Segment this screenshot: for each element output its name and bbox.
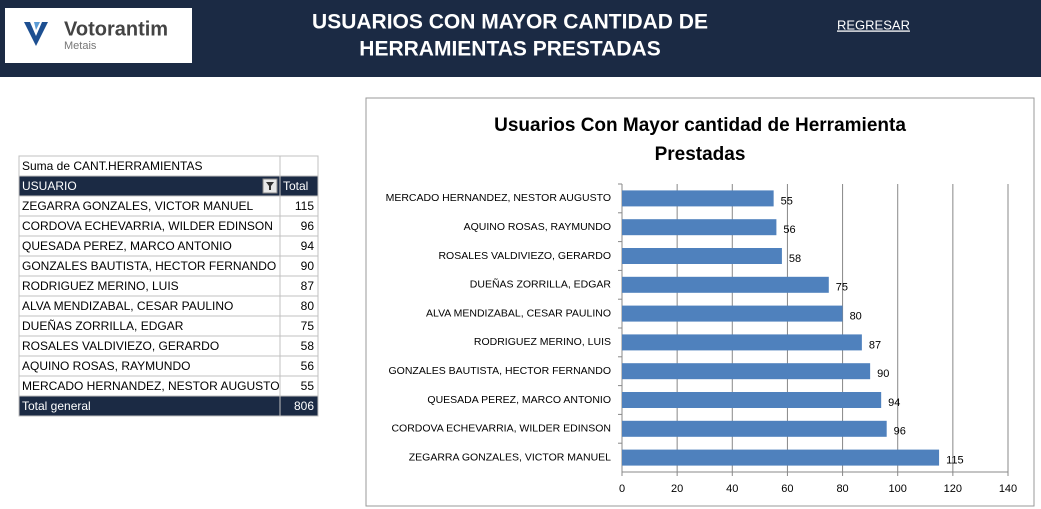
y-tick-label: DUEÑAS ZORRILLA, EDGAR	[470, 278, 612, 291]
data-label: 115	[946, 455, 964, 467]
bar	[622, 219, 777, 236]
bar	[622, 449, 940, 466]
table-row-value: 55	[301, 379, 315, 393]
x-tick-label: 100	[889, 483, 907, 495]
chart-title: Usuarios Con Mayor cantidad de Herramien…	[494, 115, 906, 136]
table-row-value: 56	[301, 359, 315, 373]
logo-sub: Metais	[64, 40, 97, 52]
y-tick-label: ZEGARRA GONZALES, VICTOR MANUEL	[409, 451, 611, 463]
chart: 0 20 40 60 80 100 120 140 MERCADO HERNANDEZ, NES…	[386, 183, 1017, 495]
y-tick-label: MERCADO HERNANDEZ, NESTOR AUGUSTO	[386, 192, 611, 204]
total-row-label: Total general	[22, 399, 91, 413]
data-label: 75	[836, 282, 848, 294]
column-header-label: USUARIO	[22, 179, 77, 193]
caption-label: Suma de CANT.HERRAMIENTAS	[22, 159, 203, 173]
bar	[622, 190, 774, 207]
data-label: 87	[869, 339, 881, 351]
chart-title: Prestadas	[655, 144, 746, 165]
table-row-label: GONZALES BAUTISTA, HECTOR FERNANDO	[22, 259, 276, 273]
table-row-label: AQUINO ROSAS, RAYMUNDO	[22, 359, 190, 373]
bar	[622, 276, 829, 293]
page-title: HERRAMIENTAS PRESTADAS	[359, 38, 660, 61]
page-title: USUARIOS CON MAYOR CANTIDAD DE	[312, 11, 708, 34]
table-row-label: CORDOVA ECHEVARRIA, WILDER EDINSON	[22, 219, 273, 233]
table-row-value: 90	[301, 259, 315, 273]
total-row-cell	[279, 395, 319, 417]
back-link[interactable]: REGRESAR	[837, 17, 910, 32]
table-row-value: 87	[301, 279, 315, 293]
logo-icon-accent	[34, 22, 40, 30]
x-tick-label: 140	[999, 483, 1017, 495]
data-label: 94	[888, 397, 900, 409]
bar	[622, 363, 871, 380]
table-row-label: ALVA MENDIZABAL, CESAR PAULINO	[22, 299, 233, 313]
x-tick-label: 60	[781, 483, 793, 495]
x-tick-label: 0	[619, 483, 625, 495]
table-row-value: 96	[301, 219, 315, 233]
table-row-label: DUEÑAS ZORRILLA, EDGAR	[22, 319, 184, 333]
data-label: 90	[877, 368, 889, 380]
data-label: 96	[894, 426, 906, 438]
logo-name: Votorantim	[64, 18, 168, 40]
data-label: 58	[789, 253, 801, 265]
bar	[622, 334, 862, 351]
table-row-label: ZEGARRA GONZALES, VICTOR MANUEL	[22, 199, 253, 213]
chart-frame	[365, 97, 1035, 507]
filter-icon-glyph	[266, 182, 274, 190]
y-tick-label: ALVA MENDIZABAL, CESAR PAULINO	[426, 307, 611, 319]
y-tick-label: ROSALES VALDIVIEZO, GERARDO	[438, 250, 611, 262]
y-tick-label: GONZALES BAUTISTA, HECTOR FERNANDO	[389, 365, 611, 377]
y-tick-label: QUESADA PEREZ, MARCO ANTONIO	[427, 394, 611, 406]
x-tick-label: 20	[671, 483, 683, 495]
table-row-value: 58	[301, 339, 315, 353]
table-row-value: 75	[301, 319, 315, 333]
table-row-label: QUESADA PEREZ, MARCO ANTONIO	[22, 239, 232, 253]
x-tick-label: 120	[944, 483, 962, 495]
caption-cell	[279, 155, 319, 177]
table-row-value: 80	[301, 299, 315, 313]
pivot-table: Suma de CANT.HERRAMIENTAS USUARIO Total ZEG…	[18, 155, 319, 417]
x-tick-label: 40	[726, 483, 738, 495]
x-tick-label: 80	[836, 483, 848, 495]
table-row-label: RODRIGUEZ MERINO, LUIS	[22, 279, 179, 293]
table-row-label: MERCADO HERNANDEZ, NESTOR AUGUSTO	[22, 379, 280, 393]
column-header-value: Total	[283, 179, 308, 193]
y-tick-label: CORDOVA ECHEVARRIA, WILDER EDINSON	[391, 423, 611, 435]
bar	[622, 305, 843, 322]
total-row-value: 806	[294, 399, 314, 413]
data-label: 55	[781, 195, 793, 207]
table-row-value: 94	[301, 239, 315, 253]
bar	[622, 392, 882, 408]
data-label: 56	[783, 224, 795, 236]
bar	[622, 248, 782, 264]
data-label: 80	[850, 311, 862, 323]
logo-box	[5, 8, 192, 63]
y-tick-label: RODRIGUEZ MERINO, LUIS	[474, 336, 611, 348]
table-row-value: 115	[295, 199, 314, 213]
logo-icon	[24, 22, 48, 46]
table-row-label: ROSALES VALDIVIEZO, GERARDO	[22, 339, 219, 353]
y-tick-label: AQUINO ROSAS, RAYMUNDO	[464, 221, 611, 233]
bar	[622, 420, 887, 437]
